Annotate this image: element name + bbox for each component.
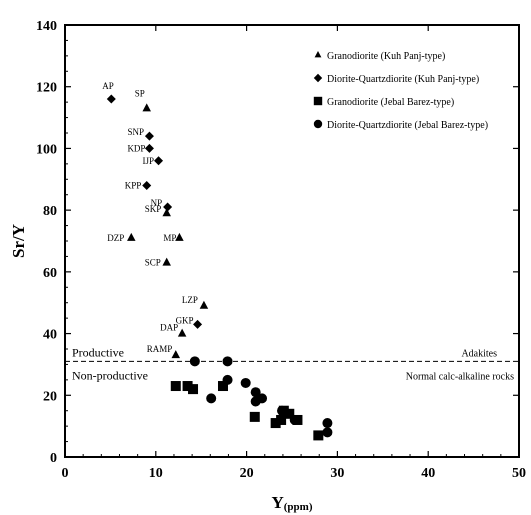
- data-point-triangle: [199, 300, 209, 309]
- data-point-diamond: [144, 131, 154, 141]
- data-point-circle: [250, 387, 261, 398]
- data-point-circle: [189, 356, 200, 367]
- data-point-circle: [257, 393, 268, 404]
- legend-marker-circle: [313, 119, 323, 129]
- x-tick-label: 0: [62, 466, 69, 481]
- data-point-square: [276, 414, 287, 425]
- point-label: SP: [135, 88, 145, 98]
- point-label: IJP: [143, 156, 155, 166]
- point-label: AP: [102, 81, 114, 91]
- x-tick-label: 50: [512, 466, 526, 481]
- data-point-triangle: [142, 103, 151, 112]
- y-tick-label: 100: [36, 142, 57, 157]
- legend-marker-diamond: [313, 73, 323, 83]
- data-point-square: [284, 408, 295, 419]
- x-tick-label: 10: [149, 466, 163, 481]
- data-point-diamond: [154, 156, 164, 166]
- data-point-circle: [222, 374, 233, 385]
- data-point-triangle: [175, 232, 184, 241]
- data-point-square: [182, 381, 193, 392]
- y-axis-title: Sr/Y: [9, 224, 28, 258]
- data-point-circle: [240, 377, 251, 388]
- non-productive-label: Non-productive: [72, 368, 148, 382]
- data-point-circle: [289, 414, 300, 425]
- data-point-diamond: [106, 94, 116, 104]
- plot-frame: [64, 24, 520, 458]
- point-label: NP: [151, 198, 163, 208]
- data-point-diamond: [144, 143, 154, 153]
- point-label: SCP: [145, 258, 161, 268]
- data-point-square: [313, 430, 324, 441]
- data-point-triangle: [162, 208, 171, 217]
- x-tick-label: 30: [330, 466, 344, 481]
- data-point-square: [270, 418, 281, 429]
- x-tick-label: 20: [240, 466, 254, 481]
- y-tick-label: 120: [36, 81, 57, 96]
- legend-marker-triangle: [314, 51, 322, 58]
- y-tick-label: 0: [50, 451, 57, 466]
- adakites-label: Adakites: [461, 348, 497, 359]
- point-label: GKP: [176, 315, 194, 325]
- y-tick-label: 140: [36, 19, 57, 34]
- data-point-circle: [322, 427, 333, 438]
- point-label: KDP: [127, 143, 145, 153]
- point-label: DZP: [107, 233, 124, 243]
- data-point-square: [249, 411, 260, 422]
- data-point-triangle: [177, 328, 187, 337]
- y-tick-label: 40: [43, 328, 57, 343]
- point-label: SKP: [145, 204, 162, 214]
- point-label: DAP: [160, 323, 178, 333]
- legend-entry: Granodiorite (Kuh Panj-type): [327, 51, 445, 62]
- normal-calc-alkaline-label: Normal calc-alkaline rocks: [406, 371, 514, 382]
- point-label: KPP: [125, 180, 142, 190]
- point-label: RAMP: [147, 344, 173, 354]
- data-point-circle: [222, 356, 233, 367]
- y-tick-label: 80: [43, 204, 57, 219]
- x-tick-label: 40: [421, 466, 435, 481]
- productive-label: Productive: [72, 345, 124, 359]
- legend-entry: Diorite-Quartzdiorite (Jebal Barez-type): [327, 120, 488, 131]
- data-point-diamond: [193, 319, 203, 329]
- x-axis-title-unit: (ppm): [284, 501, 313, 513]
- data-point-diamond: [142, 180, 152, 190]
- data-point-square: [188, 384, 199, 395]
- data-point-diamond: [163, 202, 173, 212]
- data-point-triangle: [171, 350, 181, 359]
- x-axis-title: Y(ppm): [271, 493, 312, 513]
- legend-entry: Granodiorite (Jebal Barez-type): [327, 97, 454, 108]
- data-point-triangle: [127, 232, 136, 241]
- data-point-square: [170, 381, 181, 392]
- data-point-triangle: [162, 257, 171, 266]
- data-point-circle: [206, 393, 217, 404]
- y-tick-label: 20: [43, 389, 57, 404]
- x-axis-title-main: Y: [271, 493, 283, 512]
- data-point-circle: [322, 418, 333, 429]
- legend-entry: Diorite-Quartzdiorite (Kuh Panj-type): [327, 74, 479, 85]
- legend-marker-square: [313, 96, 323, 106]
- point-label: LZP: [182, 295, 198, 305]
- point-label: MP: [163, 233, 176, 243]
- point-label: SNP: [127, 127, 144, 137]
- data-point-circle: [277, 405, 288, 416]
- y-tick-label: 60: [43, 266, 57, 281]
- data-point-square: [217, 381, 228, 392]
